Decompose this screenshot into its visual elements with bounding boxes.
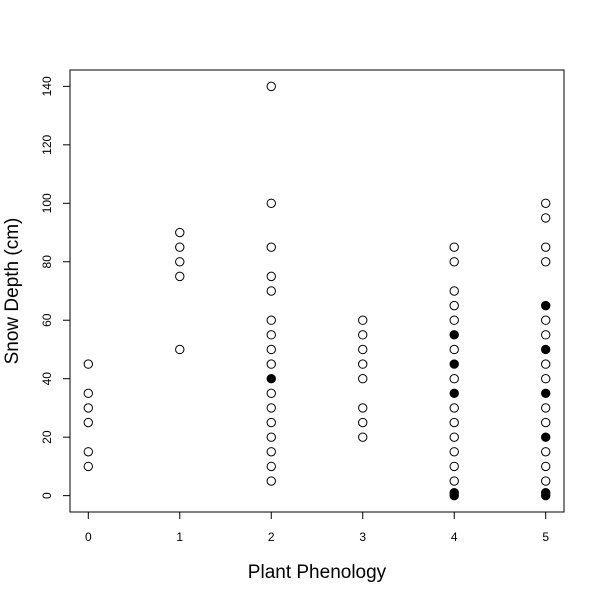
open-point	[266, 81, 276, 92]
open-point	[449, 403, 459, 413]
open-point	[83, 447, 93, 457]
open-point	[449, 257, 459, 267]
open-point	[449, 344, 459, 355]
open-point	[541, 447, 551, 457]
open-point	[541, 242, 551, 252]
open-point	[449, 447, 459, 457]
open-point	[449, 300, 459, 311]
open-point	[541, 257, 551, 267]
x-axis: 0 1 2 3 4 5	[85, 512, 549, 544]
open-point	[541, 476, 551, 486]
x-axis-title: Plant Phenology	[248, 562, 387, 583]
open-point	[266, 330, 276, 340]
open-point	[358, 373, 368, 384]
open-point	[541, 359, 551, 369]
open-point	[541, 315, 551, 325]
open-point	[266, 315, 276, 325]
x-tick-label: 1	[176, 530, 183, 544]
open-point	[358, 359, 368, 369]
filled-point	[541, 344, 551, 355]
open-point	[358, 417, 368, 428]
filled-point	[541, 300, 551, 311]
open-point	[449, 417, 459, 428]
open-point	[541, 461, 551, 472]
open-point	[175, 227, 185, 238]
open-point	[266, 476, 276, 486]
open-point	[541, 213, 551, 223]
open-point	[449, 242, 459, 252]
filled-point	[449, 359, 459, 369]
open-point	[266, 432, 276, 442]
y-tick-label: 60	[40, 313, 54, 327]
filled-point	[541, 388, 551, 399]
open-point	[266, 403, 276, 413]
y-tick-label: 80	[40, 255, 54, 269]
y-tick-label: 0	[40, 492, 54, 499]
data-points	[83, 81, 551, 501]
open-point	[266, 417, 276, 428]
open-point	[358, 315, 368, 325]
open-point	[175, 344, 185, 355]
y-tick-label: 20	[40, 430, 54, 444]
filled-point	[449, 388, 459, 399]
open-point	[175, 271, 185, 282]
open-point	[449, 432, 459, 442]
open-point	[358, 330, 368, 340]
open-point	[266, 359, 276, 369]
open-point	[358, 432, 368, 442]
open-point	[541, 403, 551, 413]
y-tick-label: 120	[40, 135, 54, 155]
open-point	[449, 373, 459, 384]
open-point	[266, 344, 276, 355]
open-point	[541, 373, 551, 384]
open-point	[175, 242, 185, 252]
open-point	[449, 315, 459, 325]
filled-point	[541, 432, 551, 442]
open-point	[449, 286, 459, 296]
x-tick-label: 3	[359, 530, 366, 544]
open-point	[266, 271, 276, 282]
plot-box	[69, 69, 565, 513]
open-point	[449, 461, 459, 472]
x-tick-label: 4	[451, 530, 458, 544]
open-point	[541, 198, 551, 209]
open-point	[83, 359, 93, 369]
filled-point	[449, 488, 459, 498]
open-point	[83, 417, 93, 428]
open-point	[541, 330, 551, 340]
open-point	[449, 476, 459, 486]
filled-point	[449, 330, 459, 340]
y-axis: 0 20 40 60 80 100 120 140	[40, 76, 70, 499]
open-point	[175, 257, 185, 267]
y-tick-label: 140	[40, 76, 54, 96]
x-tick-label: 2	[268, 530, 275, 544]
x-tick-label: 0	[85, 530, 92, 544]
y-axis-title: Snow Depth (cm)	[2, 218, 23, 365]
y-tick-label: 40	[40, 372, 54, 386]
open-point	[541, 417, 551, 428]
filled-point	[541, 488, 551, 498]
open-point	[358, 344, 368, 355]
y-tick-label: 100	[40, 193, 54, 213]
open-point	[266, 242, 276, 252]
open-point	[266, 286, 276, 296]
open-point	[266, 388, 276, 399]
open-point	[83, 461, 93, 472]
open-point	[266, 198, 276, 209]
open-point	[358, 403, 368, 413]
filled-point	[266, 373, 276, 384]
x-tick-label: 5	[542, 530, 549, 544]
open-point	[83, 403, 93, 413]
open-point	[266, 461, 276, 472]
open-point	[83, 388, 93, 399]
open-point	[266, 447, 276, 457]
